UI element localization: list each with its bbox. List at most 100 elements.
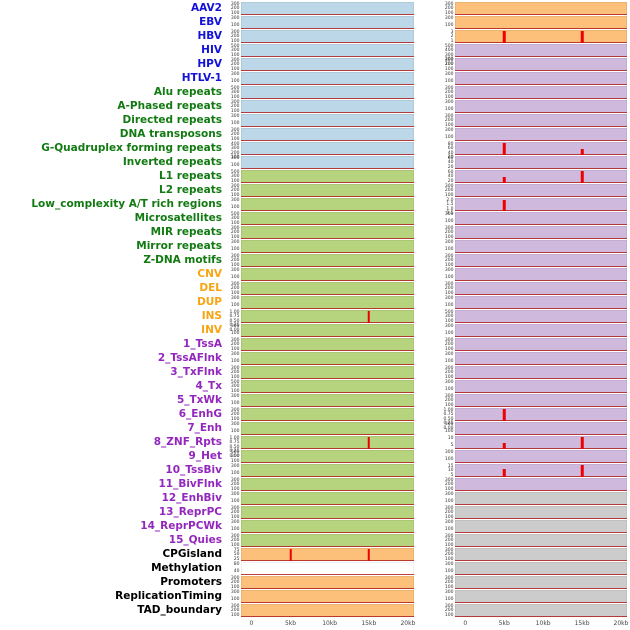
track-strip bbox=[455, 86, 627, 99]
zero-baseline bbox=[455, 588, 627, 589]
track-strip bbox=[241, 324, 414, 337]
y-tick-label: 100 bbox=[230, 471, 240, 476]
y-tick-label: 500 bbox=[230, 43, 240, 49]
zero-baseline bbox=[241, 392, 414, 393]
zero-baseline bbox=[241, 266, 414, 267]
y-tick-label: 300 bbox=[230, 127, 240, 133]
y-tick-label: 100 bbox=[230, 359, 240, 364]
y-tick-label: 20 bbox=[447, 164, 454, 170]
track-row: Inverted repeats 300 100 60 40 20 bbox=[0, 156, 630, 170]
track-label: Microsatellites bbox=[134, 212, 222, 224]
y-axis-ticks: 300 200 100 bbox=[225, 128, 241, 141]
y-tick-label: 300 bbox=[444, 1, 454, 7]
x-tick-label: 20kb bbox=[613, 620, 629, 627]
y-axis-ticks: 300 200 100 bbox=[225, 254, 241, 267]
track-row: A-Phased repeats 300 200 100 300 100 bbox=[0, 100, 630, 114]
y-tick-label: 300 bbox=[230, 603, 240, 609]
y-tick-label: 100 bbox=[444, 542, 454, 548]
signal-spike bbox=[580, 464, 584, 477]
y-tick-label: 200 bbox=[230, 62, 240, 67]
y-tick-label: 0.75 bbox=[229, 314, 240, 319]
y-axis-ticks: 300 100 bbox=[225, 590, 241, 603]
y-tick-label: 100 bbox=[230, 220, 240, 226]
zero-baseline bbox=[241, 42, 414, 43]
track-strip bbox=[241, 142, 414, 155]
track-strip bbox=[455, 478, 627, 491]
track-row: 1_TssA 300 200 100 300 200 100 bbox=[0, 338, 630, 352]
y-tick-label: 100 bbox=[230, 121, 240, 126]
y-axis-ticks: 300 200 100 bbox=[414, 604, 455, 617]
y-tick-label: 100 bbox=[444, 457, 454, 462]
zero-baseline bbox=[241, 364, 414, 365]
zero-baseline bbox=[241, 490, 414, 491]
y-tick-label: 100 bbox=[230, 23, 240, 28]
track-label: HTLV-1 bbox=[181, 72, 222, 84]
signal-spike bbox=[367, 310, 371, 323]
x-axis-row: 0 5kb 10kb 15kb 20kb 0 5kb 10kb 15kb 20kb bbox=[0, 620, 630, 630]
y-axis-ticks: 300 200 100 bbox=[414, 226, 455, 239]
y-axis-ticks: 300 100 bbox=[225, 422, 241, 435]
track-strip bbox=[455, 100, 627, 113]
track-strip bbox=[455, 254, 627, 267]
y-tick-label: 300 bbox=[230, 174, 240, 179]
y-tick-label: 300 bbox=[230, 477, 240, 483]
y-axis-ticks: 80 60 40 20 bbox=[414, 142, 455, 160]
signal-spike bbox=[367, 548, 371, 561]
track-row: Mirror repeats 300 100 300 100 bbox=[0, 240, 630, 254]
y-tick-label: 300 bbox=[230, 351, 240, 357]
y-tick-label: 300 bbox=[230, 281, 240, 287]
y-axis-ticks: 300 100 bbox=[225, 240, 241, 253]
track-row: 4_Tx 500 300 100 300 100 bbox=[0, 380, 630, 394]
y-tick-label: 300 bbox=[444, 379, 454, 385]
y-axis-ticks: 300 100 bbox=[414, 240, 455, 253]
track-row: Methylation 80 40 300 100 bbox=[0, 562, 630, 576]
track-strip bbox=[455, 268, 627, 281]
y-axis-ticks: 300 100 bbox=[414, 492, 455, 505]
y-tick-label: 200 bbox=[230, 34, 240, 39]
y-axis-ticks: 300 200 100 bbox=[414, 184, 455, 197]
y-axis-ticks: 300 200 100 bbox=[414, 2, 455, 15]
y-axis-ticks: 500 300 100 bbox=[225, 86, 241, 99]
y-tick-label: 100 bbox=[444, 303, 454, 308]
signal-spike bbox=[502, 143, 506, 155]
zero-baseline bbox=[455, 336, 627, 337]
zero-baseline bbox=[241, 154, 414, 155]
zero-baseline bbox=[241, 280, 414, 281]
y-axis-ticks: 300 200 100 bbox=[225, 576, 241, 589]
y-tick-label: 1 bbox=[450, 38, 454, 44]
y-tick-label: 100 bbox=[230, 401, 240, 406]
track-strip bbox=[455, 338, 627, 351]
zero-baseline bbox=[455, 308, 627, 309]
track-row: 14_ReprPCWk 300 100 300 100 bbox=[0, 520, 630, 534]
zero-baseline bbox=[241, 210, 414, 211]
track-row: 7_Enh 300 100 300 100 bbox=[0, 422, 630, 436]
y-tick-label: 300 bbox=[444, 561, 454, 567]
signal-spike bbox=[502, 409, 506, 421]
track-label: 12_EnhBiv bbox=[161, 492, 222, 504]
y-tick-label: 100 bbox=[230, 178, 240, 184]
zero-baseline bbox=[455, 42, 627, 43]
y-tick-label: 100 bbox=[230, 597, 240, 602]
track-row: AAV2 300 200 100 300 200 100 bbox=[0, 2, 630, 16]
track-row: Microsatellites 500 300 100 300 100 bbox=[0, 212, 630, 226]
y-tick-label: 10 bbox=[447, 468, 454, 473]
y-tick-label: 200 bbox=[444, 230, 454, 235]
track-strip bbox=[455, 30, 627, 43]
y-axis-ticks: 500 300 100 bbox=[225, 380, 241, 393]
y-axis-ticks: 300 100 bbox=[225, 114, 241, 127]
zero-baseline bbox=[241, 518, 414, 519]
track-label: CPGisland bbox=[162, 548, 222, 560]
track-label: HPV bbox=[197, 58, 222, 70]
track-label: A-Phased repeats bbox=[117, 100, 222, 112]
track-label: 1_TssA bbox=[183, 338, 222, 350]
y-tick-label: 100 bbox=[444, 514, 454, 520]
y-tick-label: 300 bbox=[230, 365, 240, 371]
track-row: Z-DNA motifs 300 200 100 300 200 100 bbox=[0, 254, 630, 268]
track-label: 14_ReprPCWk bbox=[140, 520, 222, 532]
track-strip bbox=[241, 212, 414, 225]
y-tick-label: 300 bbox=[230, 1, 240, 7]
y-tick-label: 100 bbox=[230, 416, 240, 422]
track-row: L2 repeats 300 200 100 300 200 100 bbox=[0, 184, 630, 198]
zero-baseline bbox=[241, 238, 414, 239]
zero-baseline bbox=[241, 224, 414, 225]
